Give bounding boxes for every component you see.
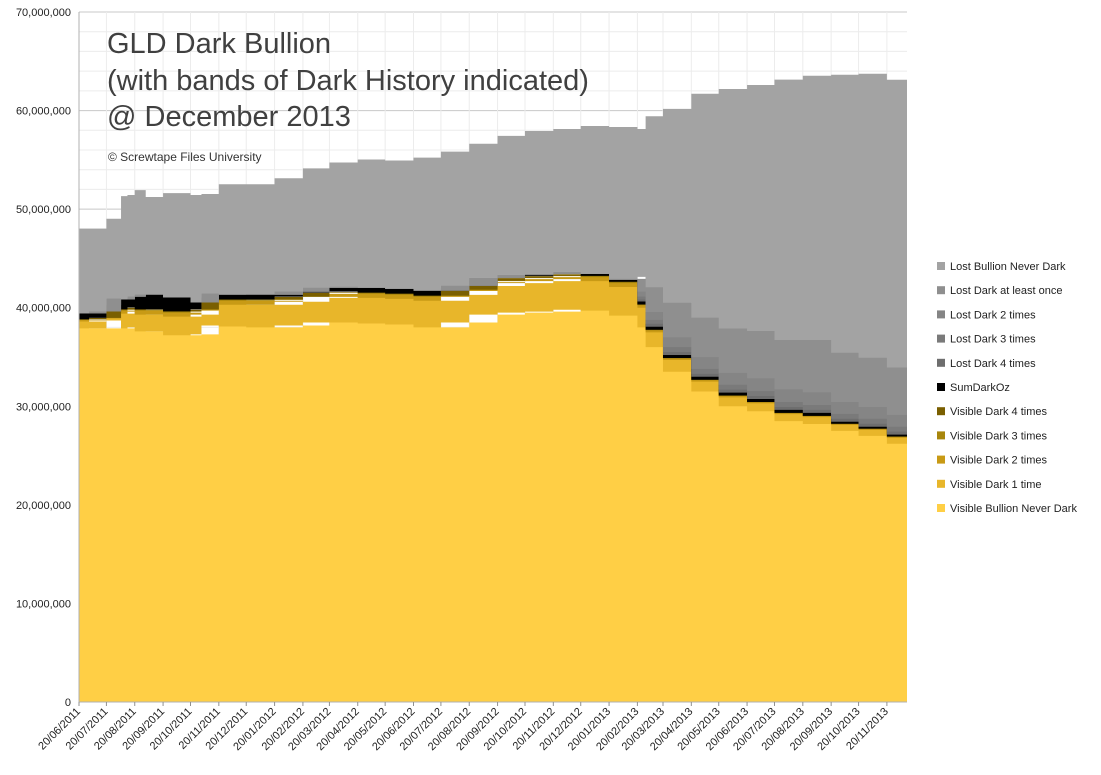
legend-label: Lost Dark 4 times bbox=[950, 358, 1036, 370]
series-area-visible-bullion-never-dark bbox=[79, 309, 907, 702]
series-area-lost-bullion-never-dark bbox=[79, 73, 907, 368]
title-line-3: @ December 2013 bbox=[107, 101, 351, 133]
legend-swatch bbox=[937, 262, 945, 270]
legend-label: Visible Dark 4 times bbox=[950, 406, 1047, 418]
legend-swatch bbox=[937, 334, 945, 343]
x-axis-ticks: 20/06/201120/07/201120/08/201120/09/2011… bbox=[36, 702, 891, 753]
title-line-2: (with bands of Dark History indicated) bbox=[107, 65, 589, 97]
legend-swatch bbox=[937, 286, 945, 295]
chart-title: GLD Dark Bullion (with bands of Dark His… bbox=[107, 28, 589, 133]
legend-label: Lost Dark 2 times bbox=[950, 309, 1036, 321]
legend-swatch bbox=[937, 504, 945, 512]
y-axis-ticks: 0 10,000,000 20,000,000 30,000,000 40,000,00… bbox=[16, 7, 71, 709]
title-line-1: GLD Dark Bullion bbox=[107, 28, 331, 60]
y-tick-label: 60,000,000 bbox=[16, 106, 71, 118]
y-tick-label: 40,000,000 bbox=[16, 303, 71, 315]
legend-swatch bbox=[937, 431, 945, 440]
legend-label: Lost Dark at least once bbox=[950, 285, 1063, 297]
stacked-areas bbox=[79, 73, 907, 702]
legend-swatch bbox=[937, 407, 945, 416]
legend-label: Visible Dark 1 time bbox=[950, 479, 1042, 491]
legend-swatch bbox=[937, 310, 945, 319]
legend-label: Lost Dark 3 times bbox=[950, 334, 1036, 346]
y-tick-label: 30,000,000 bbox=[16, 401, 71, 413]
legend: Lost Bullion Never Dark Lost Dark at leas… bbox=[937, 261, 1077, 515]
y-tick-label: 10,000,000 bbox=[16, 598, 71, 610]
legend-label: Visible Dark 3 times bbox=[950, 430, 1047, 442]
series-area-visible-dark-1-time bbox=[79, 279, 907, 444]
y-tick-label: 0 bbox=[65, 697, 71, 709]
y-tick-label: 20,000,000 bbox=[16, 500, 71, 512]
legend-swatch bbox=[937, 479, 945, 488]
y-tick-label: 50,000,000 bbox=[16, 204, 71, 216]
legend-label: Visible Bullion Never Dark bbox=[950, 503, 1077, 515]
legend-swatch bbox=[937, 383, 945, 391]
legend-label: SumDarkOz bbox=[950, 382, 1010, 394]
legend-swatch bbox=[937, 455, 945, 464]
copyright-subtitle: © Screwtape Files University bbox=[108, 150, 262, 164]
legend-swatch bbox=[937, 358, 945, 367]
legend-label: Visible Dark 2 times bbox=[950, 455, 1047, 467]
y-tick-label: 70,000,000 bbox=[16, 7, 71, 19]
legend-label: Lost Bullion Never Dark bbox=[950, 261, 1066, 273]
